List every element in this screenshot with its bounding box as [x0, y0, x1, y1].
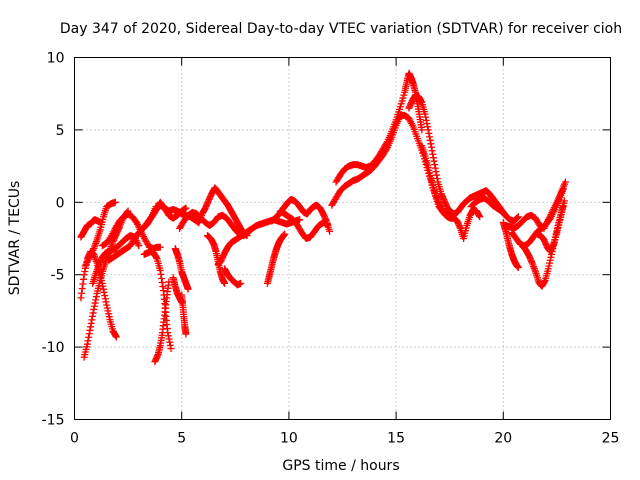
y-tick-label: -15 — [42, 413, 65, 429]
plot-border — [74, 57, 611, 420]
point-marker — [98, 210, 164, 253]
point-marker — [263, 230, 289, 287]
point-marker — [151, 278, 173, 366]
series-arc-32 — [534, 203, 567, 256]
y-tick-labels: -15 -10 -5 0 5 10 — [42, 51, 65, 429]
series-arc-16 — [195, 184, 251, 240]
x-tick-label: 15 — [387, 431, 405, 447]
series-arc-4 — [81, 198, 119, 270]
series-arc-27 — [467, 194, 522, 225]
point-marker — [195, 184, 251, 240]
point-marker — [534, 203, 567, 256]
y-tick-label: -5 — [51, 268, 65, 284]
series-arc-21 — [268, 195, 334, 235]
series-arc-18 — [221, 265, 245, 289]
series-arc-9 — [151, 278, 173, 366]
x-tick-labels: 0 5 10 15 20 25 — [70, 431, 619, 447]
point-marker — [418, 142, 484, 242]
point-marker — [221, 265, 245, 289]
point-marker — [268, 195, 334, 235]
series-arc-12 — [171, 245, 192, 293]
point-marker — [405, 91, 509, 219]
y-tick-label: -10 — [42, 340, 65, 356]
y-axis-label: SDTVAR / TECUs — [7, 181, 23, 296]
point-marker — [467, 194, 522, 225]
series-arc-25 — [405, 91, 509, 219]
y-tick-label: 5 — [56, 123, 65, 139]
y-tick-label: 10 — [47, 51, 65, 67]
x-tick-label: 10 — [280, 431, 298, 447]
point-marker — [169, 274, 186, 306]
series-arc-22 — [276, 207, 331, 242]
point-marker — [171, 245, 192, 293]
point-marker — [81, 198, 119, 270]
chart-title: Day 347 of 2020, Sidereal Day-to-day VTE… — [60, 21, 622, 37]
series-arc-26 — [418, 142, 484, 242]
x-tick-label: 0 — [70, 431, 79, 447]
point-marker — [276, 207, 331, 242]
data-points — [77, 69, 569, 366]
x-tick-label: 25 — [602, 431, 620, 447]
series-arc-20 — [263, 230, 289, 287]
series-arc-14 — [169, 274, 186, 306]
x-tick-label: 5 — [177, 431, 186, 447]
series-arc-6 — [98, 210, 164, 253]
x-axis-label: GPS time / hours — [282, 458, 399, 474]
y-tick-label: 0 — [56, 195, 65, 211]
x-tick-label: 20 — [494, 431, 512, 447]
